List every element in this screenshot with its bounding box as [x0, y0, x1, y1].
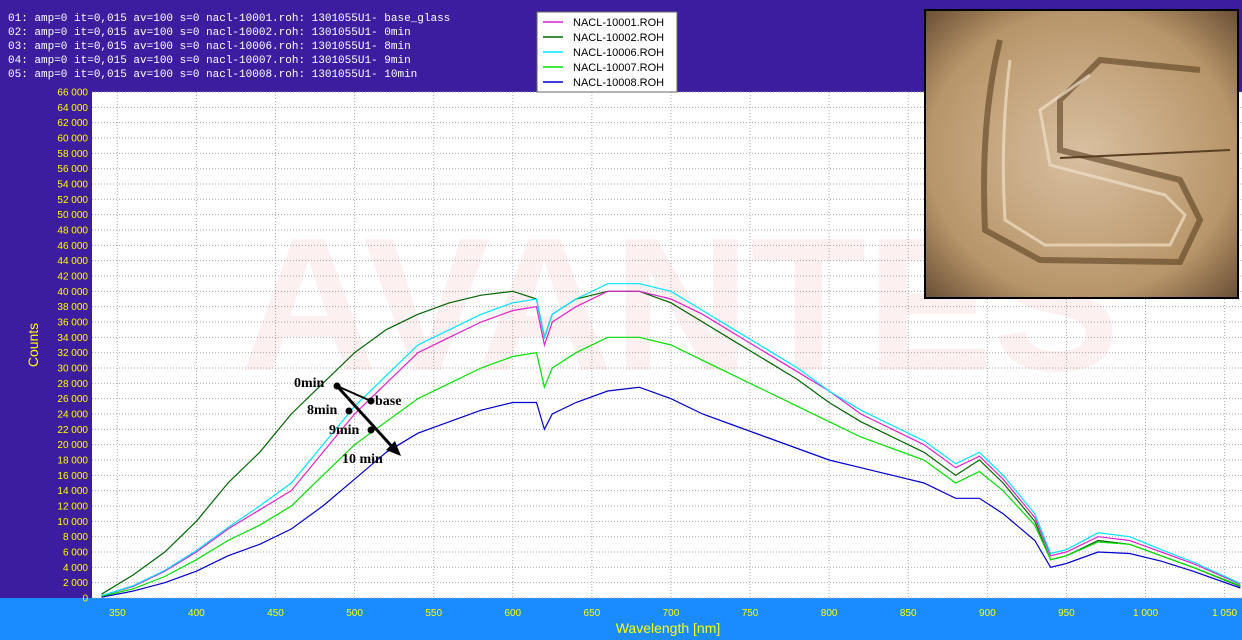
y-axis-label: Counts: [25, 323, 41, 367]
y-tick-label: 2 000: [63, 578, 88, 589]
y-tick-label: 0: [82, 594, 88, 605]
y-tick-label: 20 000: [57, 440, 88, 451]
annotation: base: [375, 394, 401, 409]
x-tick-label: 450: [267, 608, 284, 619]
annotation-dot: [333, 382, 341, 390]
photo-detail: [1059, 149, 1231, 159]
legend-label: NACL-10001.ROH: [573, 17, 664, 29]
y-tick-label: 26 000: [57, 394, 88, 405]
series-line: [101, 290, 1241, 597]
series-line: [101, 386, 1241, 598]
annotation-dot: [345, 407, 353, 415]
y-tick-label: 18 000: [57, 456, 88, 467]
arrow-head: [386, 441, 401, 456]
y-tick-label: 24 000: [57, 410, 88, 421]
series-line: [101, 290, 1241, 595]
y-tick-label: 42 000: [57, 272, 88, 283]
x-axis-label: Wavelength [nm]: [616, 620, 721, 636]
header-line: 02: amp=0 it=0,015 av=100 s=0 nacl-10002…: [8, 27, 411, 39]
annotation: 8min: [307, 403, 338, 418]
series-line: [101, 283, 1241, 597]
y-tick-label: 64 000: [57, 103, 88, 114]
annotation: 10 min: [342, 452, 383, 467]
y-tick-label: 32 000: [57, 348, 88, 359]
header-line: 04: amp=0 it=0,015 av=100 s=0 nacl-10007…: [8, 55, 411, 67]
y-tick-label: 16 000: [57, 471, 88, 482]
annotation-dot: [367, 426, 375, 434]
series-line: [101, 336, 1241, 598]
photo-detail: [981, 39, 1204, 266]
y-tick-label: 10 000: [57, 517, 88, 528]
y-tick-label: 60 000: [57, 134, 88, 145]
y-tick-label: 54 000: [57, 180, 88, 191]
legend-label: NACL-10006.ROH: [573, 47, 664, 59]
y-tick-label: 50 000: [57, 210, 88, 221]
x-tick-label: 1 000: [1133, 608, 1158, 619]
y-tick-label: 44 000: [57, 256, 88, 267]
x-tick-label: 900: [979, 608, 996, 619]
arrow: [336, 385, 372, 402]
header-line: 01: amp=0 it=0,015 av=100 s=0 nacl-10001…: [8, 13, 450, 25]
x-tick-label: 1 050: [1212, 608, 1237, 619]
y-tick-label: 30 000: [57, 364, 88, 375]
annotation-dot: [367, 397, 375, 405]
header-line: 03: amp=0 it=0,015 av=100 s=0 nacl-10006…: [8, 41, 411, 53]
x-tick-label: 600: [504, 608, 521, 619]
x-axis-band: [0, 598, 1242, 640]
y-tick-label: 56 000: [57, 164, 88, 175]
y-tick-label: 12 000: [57, 502, 88, 513]
x-tick-label: 350: [109, 608, 126, 619]
x-tick-label: 550: [425, 608, 442, 619]
y-tick-label: 38 000: [57, 302, 88, 313]
annotation: 0min: [294, 376, 325, 391]
x-tick-label: 850: [900, 608, 917, 619]
y-tick-label: 36 000: [57, 318, 88, 329]
x-tick-label: 950: [1058, 608, 1075, 619]
y-tick-label: 34 000: [57, 333, 88, 344]
y-tick-label: 6 000: [63, 548, 88, 559]
y-tick-label: 40 000: [57, 287, 88, 298]
y-tick-label: 66 000: [57, 88, 88, 99]
y-tick-label: 46 000: [57, 241, 88, 252]
legend-label: NACL-10002.ROH: [573, 32, 664, 44]
x-tick-label: 800: [821, 608, 838, 619]
y-tick-label: 48 000: [57, 226, 88, 237]
y-tick-label: 52 000: [57, 195, 88, 206]
photo-detail: [1001, 59, 1187, 247]
annotation: 9min: [329, 423, 360, 438]
y-tick-label: 62 000: [57, 118, 88, 129]
y-tick-label: 14 000: [57, 486, 88, 497]
inset-photo: [924, 9, 1239, 299]
x-tick-label: 500: [346, 608, 363, 619]
y-tick-label: 28 000: [57, 379, 88, 390]
header-line: 05: amp=0 it=0,015 av=100 s=0 nacl-10008…: [8, 69, 417, 81]
y-tick-label: 58 000: [57, 149, 88, 160]
y-tick-label: 8 000: [63, 532, 88, 543]
legend-label: NACL-10008.ROH: [573, 77, 664, 89]
arrow: [335, 384, 398, 453]
x-tick-label: 650: [584, 608, 601, 619]
legend-label: NACL-10007.ROH: [573, 62, 664, 74]
x-tick-label: 700: [663, 608, 680, 619]
y-tick-label: 22 000: [57, 425, 88, 436]
x-tick-label: 750: [742, 608, 759, 619]
x-tick-label: 400: [188, 608, 205, 619]
y-tick-label: 4 000: [63, 563, 88, 574]
